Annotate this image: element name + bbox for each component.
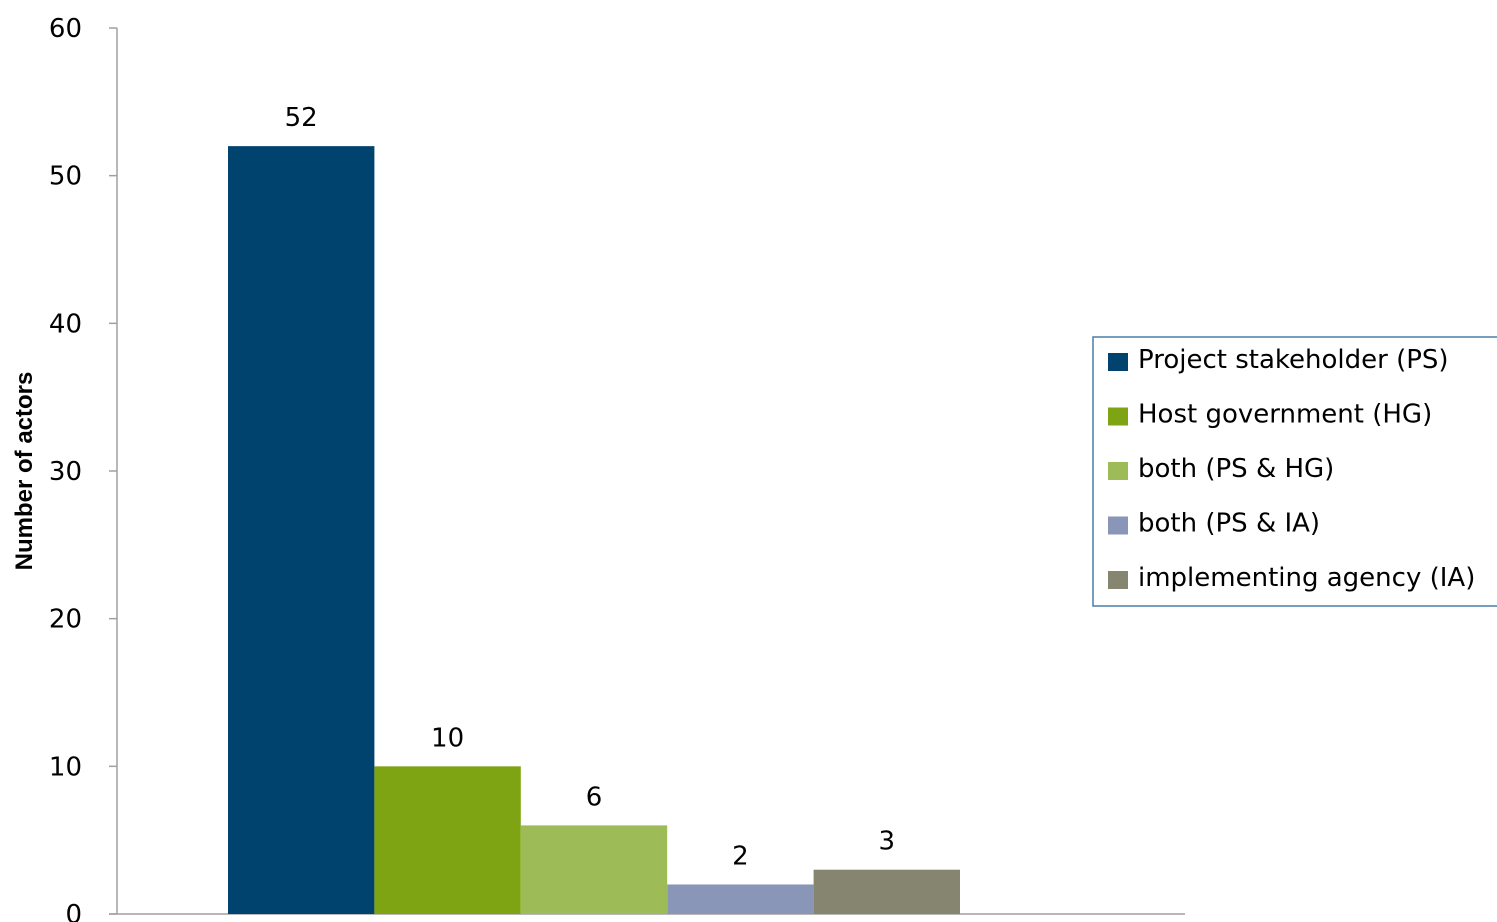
- data-label: 10: [431, 723, 464, 753]
- legend-box: [1092, 336, 1497, 607]
- data-label: 6: [586, 782, 603, 812]
- legend-label: implementing agency (IA): [1138, 563, 1475, 593]
- data-labels: 52 10 6 2 3: [285, 103, 895, 871]
- bar: [374, 766, 521, 914]
- y-tick-label: 10: [49, 752, 82, 782]
- legend-swatch: [1108, 462, 1128, 480]
- legend-label: both (PS & HG): [1138, 454, 1334, 484]
- axes: 0 10 20 30 40 50 60: [49, 14, 1185, 922]
- y-tick-label: 20: [49, 605, 82, 635]
- data-label: 52: [285, 103, 318, 133]
- y-axis-label: Number of actors: [11, 372, 38, 571]
- data-label: 3: [879, 827, 896, 857]
- legend-swatch: [1108, 407, 1128, 426]
- y-tick-label: 0: [65, 900, 82, 922]
- bar: [520, 825, 668, 914]
- legend-label: Host government (HG): [1138, 400, 1432, 430]
- y-tick-label: 50: [49, 162, 82, 192]
- y-tick-label: 60: [49, 14, 82, 44]
- legend-swatch: [1108, 353, 1128, 371]
- bars: [228, 146, 960, 915]
- legend: Project stakeholder (PS) Host government …: [1092, 336, 1497, 607]
- bar: [813, 869, 960, 914]
- legend-label: Project stakeholder (PS): [1138, 345, 1449, 375]
- legend-label: both (PS & IA): [1138, 509, 1320, 539]
- bar: [667, 884, 814, 914]
- y-axis-ticks: 0 10 20 30 40 50 60: [49, 14, 117, 922]
- data-label: 2: [732, 841, 749, 871]
- legend-items: Project stakeholder (PS) Host government …: [1108, 345, 1475, 593]
- legend-swatch: [1108, 516, 1128, 535]
- legend-swatch: [1108, 571, 1128, 589]
- y-tick-label: 30: [49, 457, 82, 487]
- bar: [228, 146, 375, 915]
- y-tick-label: 40: [49, 309, 82, 339]
